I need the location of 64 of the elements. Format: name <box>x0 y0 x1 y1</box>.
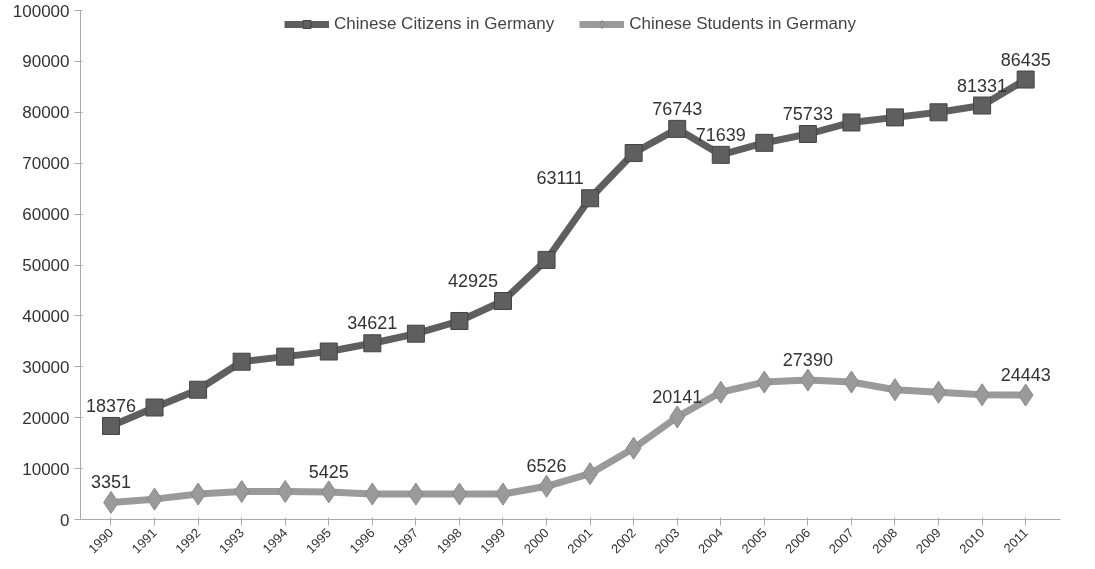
point <box>581 189 600 208</box>
y-tick-label: 20000 <box>22 408 70 428</box>
y-tick-label: 90000 <box>22 52 70 72</box>
point <box>973 96 992 115</box>
point <box>146 487 163 511</box>
data-label: 42925 <box>447 271 499 292</box>
point <box>319 342 338 361</box>
y-tick-label: 30000 <box>22 357 70 377</box>
point <box>450 311 469 330</box>
point <box>320 480 337 504</box>
point <box>277 480 294 504</box>
point <box>538 474 555 498</box>
point <box>930 380 947 404</box>
y-tick-label: 60000 <box>22 205 70 225</box>
y-tick-label: 10000 <box>22 459 70 479</box>
point <box>843 370 860 394</box>
point <box>756 370 773 394</box>
data-label: 5425 <box>308 461 349 482</box>
data-label: 27390 <box>782 350 833 371</box>
point <box>624 144 643 163</box>
y-tick-label: 0 <box>60 510 70 530</box>
y-tick-label: 50000 <box>22 256 70 275</box>
data-label: 6526 <box>526 456 567 477</box>
point <box>842 113 861 132</box>
point <box>493 292 512 311</box>
point <box>668 119 687 138</box>
data-label: 63111 <box>536 168 584 189</box>
point <box>885 108 904 127</box>
y-tick-label: 100000 <box>12 1 70 21</box>
point <box>711 145 730 164</box>
point <box>406 324 425 343</box>
data-label: 76743 <box>652 98 703 119</box>
point <box>625 436 642 460</box>
y-tick-label: 40000 <box>22 306 70 326</box>
point <box>101 416 120 435</box>
point <box>798 125 817 144</box>
data-label: 18376 <box>85 395 137 416</box>
legend-label: Chinese Citizens in Germany <box>334 14 555 34</box>
data-label: 86435 <box>1000 49 1051 70</box>
data-label: 81331 <box>957 75 1008 96</box>
point <box>929 103 948 122</box>
data-label: 34621 <box>347 313 398 334</box>
point <box>364 482 381 506</box>
point <box>537 250 556 269</box>
point <box>363 334 382 353</box>
point <box>669 405 686 429</box>
point <box>233 480 250 504</box>
y-tick-label: 70000 <box>22 154 70 174</box>
point <box>276 347 295 366</box>
point <box>189 380 208 399</box>
data-label: 20141 <box>652 386 703 407</box>
y-tick-label: 80000 <box>22 103 70 123</box>
point <box>712 380 729 404</box>
point <box>232 352 251 371</box>
data-label: 3351 <box>90 472 132 493</box>
data-label: 75733 <box>782 104 833 125</box>
point <box>145 398 164 417</box>
legend-label: Chinese Students in Germany <box>629 14 856 34</box>
point <box>451 482 468 506</box>
point <box>1016 70 1035 89</box>
point <box>755 133 774 152</box>
point <box>1017 383 1034 407</box>
data-label: 24443 <box>1000 365 1051 386</box>
data-label: 71639 <box>695 124 746 145</box>
